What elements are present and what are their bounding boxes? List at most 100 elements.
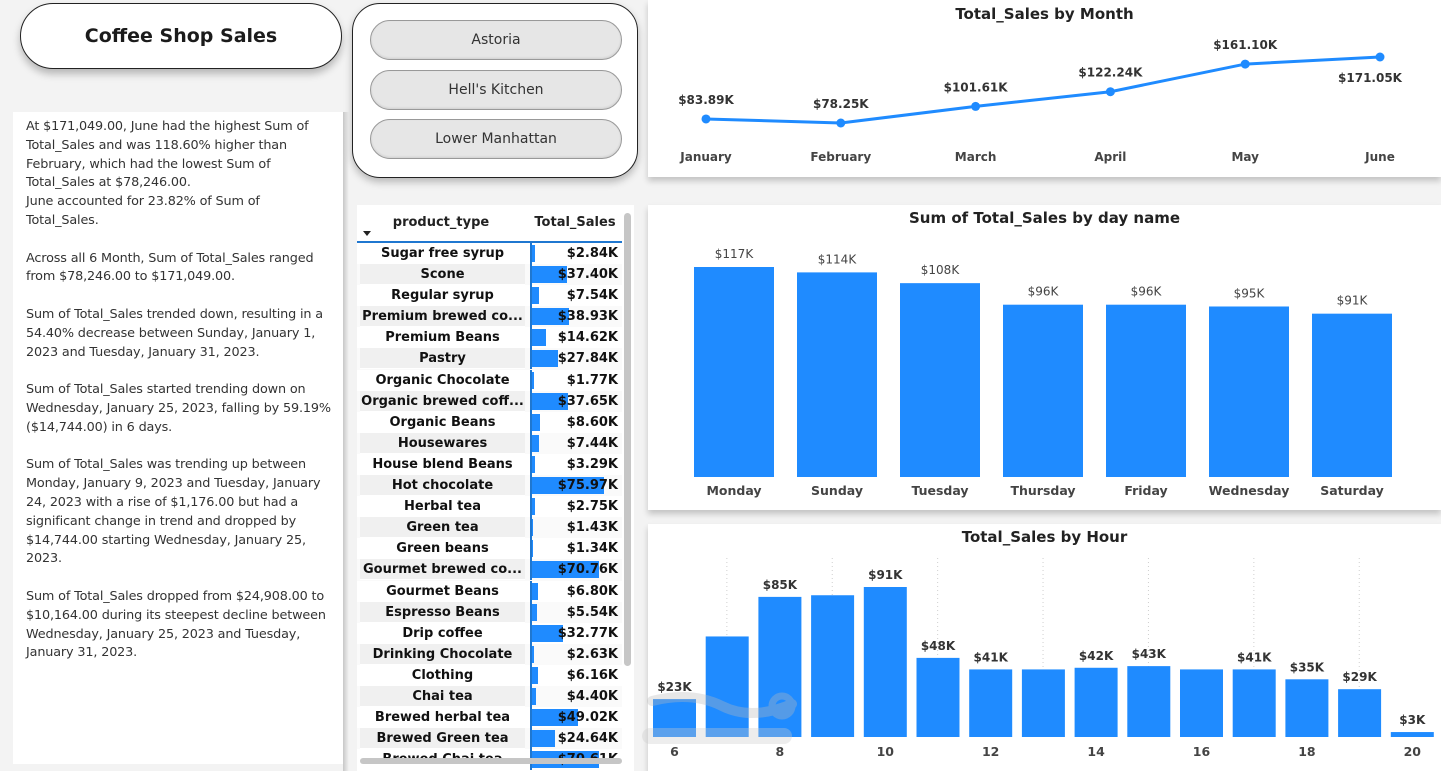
bar [1338,689,1382,737]
data-label: $96K [1131,285,1163,299]
slicer-option-hells-kitchen[interactable]: Hell's Kitchen [370,70,622,110]
bar [653,699,696,737]
bar [1180,669,1223,737]
data-bar [532,730,556,748]
table-row[interactable]: House blend Beans $3.29K [357,453,622,475]
data-bar [532,287,540,305]
line-chart-svg: $83.89K January $78.25K February $101.61K Mar… [678,38,1403,164]
table-row[interactable]: Gourmet brewed co... $70.76K [357,559,622,581]
table-row[interactable]: Brewed herbal tea $49.02K [357,707,622,729]
panel-divider [343,112,349,771]
total-sales-value: $7.54K [566,288,618,304]
table-body: Sugar free syrup $2.84K Scone $37.40K Regula… [357,243,622,771]
x-tick-label: March [955,150,997,164]
product-type-cell: Pastry [360,348,525,370]
total-sales-value: $37.65K [557,393,618,409]
total-sales-cell: $2.84K [530,243,622,264]
total-sales-cell: $7.54K [530,285,622,307]
total-sales-cell: $6.80K [530,580,622,602]
bar [1232,669,1276,737]
total-sales-cell: $37.40K [530,264,622,286]
slicer-option-lower-manhattan[interactable]: Lower Manhattan [370,119,622,159]
total-sales-cell: $8.60K [530,411,622,433]
table-row[interactable]: Gourmet Beans $6.80K [357,580,622,602]
data-point [1375,52,1385,62]
data-bar [532,498,535,516]
data-label: $171.05K [1338,71,1403,85]
product-type-cell: Green beans [360,538,525,560]
product-type-cell: Brewed herbal tea [360,707,525,729]
product-type-cell: Hot chocolate [360,475,525,497]
table-row[interactable]: Organic brewed coff... $37.65K [357,390,622,412]
data-bar [532,687,537,705]
product-type-cell: Brewed Green tea [360,728,525,750]
data-label: $48K [921,639,956,653]
total-sales-value: $32.77K [557,625,618,641]
table-row[interactable]: Sugar free syrup $2.84K [357,243,622,264]
table-vertical-scrollbar[interactable] [624,213,631,666]
table-row[interactable]: Organic Chocolate $1.77K [357,369,622,391]
total-sales-cell: $5.54K [530,601,622,623]
column-header-product-type[interactable]: product_type [392,215,490,230]
sales-trend-line [705,55,1381,125]
x-tick-label: May [1231,150,1259,164]
table-row[interactable]: Premium Beans $14.62K [357,327,622,349]
table-row[interactable]: Housewares $7.44K [357,432,622,454]
table-row[interactable]: Pastry $27.84K [357,348,622,370]
table-row[interactable]: Chai tea $4.40K [357,685,622,708]
table-row[interactable]: Green tea $1.43K [357,517,622,539]
table-row[interactable]: Brewed Green tea $24.64K [357,728,622,750]
table-header: product_type Total_Sales [357,205,622,243]
table-row[interactable]: Scone $37.40K [357,264,622,286]
data-bar [532,519,534,537]
data-label: $78.25K [813,97,869,111]
data-label: $114K [818,252,858,266]
data-point [1240,59,1250,69]
table-row[interactable]: Herbal tea $2.75K [357,496,622,518]
table-row[interactable]: Drinking Chocolate $2.63K [357,643,622,665]
product-type-cell: Sugar free syrup [360,243,525,264]
table-row[interactable]: Clothing $6.16K [357,664,622,686]
data-label: $91K [868,568,903,582]
table-row[interactable]: Organic Beans $8.60K [357,411,622,433]
bar [916,657,960,737]
total-sales-value: $1.34K [566,541,618,557]
product-type-cell: Chai tea [360,685,525,707]
slicer-option-astoria[interactable]: Astoria [370,20,622,60]
total-sales-value: $2.75K [566,499,618,515]
bar [900,283,980,477]
dashboard-title: Coffee Shop Sales [20,3,342,69]
table-row[interactable]: Regular syrup $7.54K [357,285,622,307]
narrative-paragraph: Sum of Total_Sales was trending up betwe… [26,457,321,567]
sort-descending-icon[interactable] [363,231,371,236]
data-point [971,101,981,111]
table-row[interactable]: Premium brewed co... $38.93K [357,306,622,328]
bar [1021,669,1065,737]
table-row[interactable]: Espresso Beans $5.54K [357,601,622,623]
table-row[interactable]: Green beans $1.34K [357,538,622,560]
data-label: $83.89K [678,93,734,107]
total-sales-value: $2.84K [566,246,618,261]
sales-by-day-chart: Sum of Total_Sales by day name $117K Mond… [648,205,1441,510]
x-tick-label: February [810,150,871,164]
product-type-cell: Gourmet brewed co... [360,559,525,581]
product-type-cell: Scone [360,264,525,286]
table-row[interactable]: Drip coffee $32.77K [357,622,622,644]
x-tick-label: 20 [1404,744,1422,759]
bar [863,587,907,737]
product-type-cell: Clothing [360,664,525,686]
total-sales-value: $1.77K [566,372,618,388]
table-horizontal-scrollbar[interactable] [360,758,622,764]
smart-narrative: At $171,049.00, June had the highest Sum… [13,112,343,764]
product-type-cell: Herbal tea [360,496,525,518]
total-sales-value: $27.84K [557,351,618,367]
total-sales-value: $5.54K [566,604,618,620]
table-row[interactable]: Hot chocolate $75.97K [357,475,622,497]
bar [694,267,774,477]
data-bar [532,434,540,452]
bar [1285,679,1329,737]
sales-by-month-chart: Total_Sales by Month $83.89K January $78.2… [648,0,1441,177]
total-sales-value: $24.64K [557,731,618,747]
data-label: $96K [1028,285,1060,299]
column-header-total-sales[interactable]: Total_Sales [534,215,616,230]
